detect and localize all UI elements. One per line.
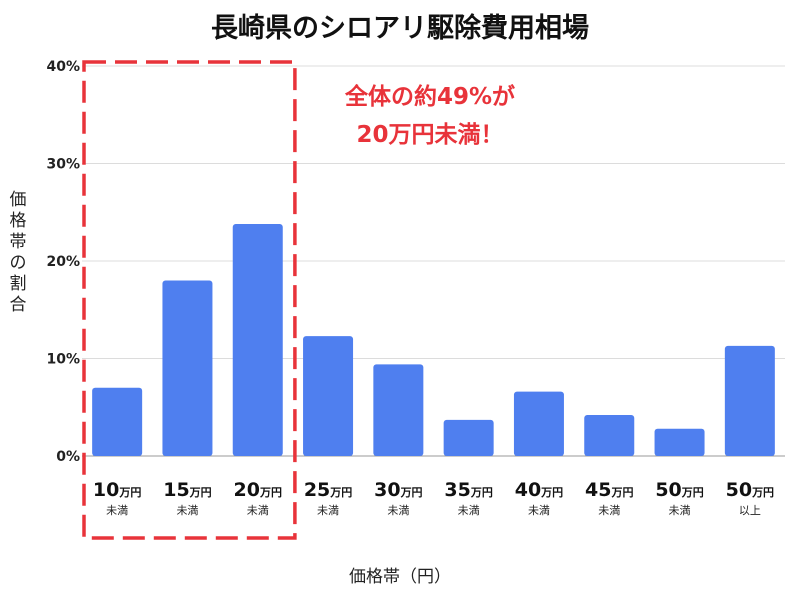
x-tick-label: 45万円 <box>585 479 633 501</box>
x-tick-label: 20万円 <box>234 479 282 501</box>
x-tick-label: 50万円 <box>726 479 774 501</box>
bar <box>513 391 564 456</box>
y-tick-label: 20% <box>46 254 80 270</box>
x-tick-sublabel: 未満 <box>317 504 339 517</box>
callout-line-2: 20万円未満！ <box>356 122 504 148</box>
callout-line-1: 全体の約49%が <box>344 84 516 110</box>
x-tick-sublabel: 未満 <box>106 504 128 517</box>
x-tick-sublabel: 未満 <box>458 504 480 517</box>
y-tick-label: 0% <box>56 449 80 465</box>
bar <box>724 345 775 456</box>
x-tick-label: 10万円 <box>93 479 141 501</box>
x-tick-sublabel: 未満 <box>387 504 409 517</box>
bar <box>303 336 354 456</box>
highlight-box <box>82 60 297 540</box>
bar <box>443 419 494 456</box>
bar <box>162 280 213 456</box>
x-tick-sublabel: 未満 <box>528 504 550 517</box>
bar <box>654 428 705 456</box>
x-axis-label: 価格帯（円） <box>349 567 451 587</box>
x-tick-sublabel: 未満 <box>598 504 620 517</box>
y-tick-label: 10% <box>46 352 80 368</box>
y-tick-label: 40% <box>46 59 80 75</box>
x-tick-label: 40万円 <box>515 479 563 501</box>
y-tick-label: 30% <box>46 157 80 173</box>
callout-annotation: 全体の約49%が 20万円未満！ <box>300 78 560 154</box>
x-tick-label: 50万円 <box>655 479 703 501</box>
x-tick-label: 35万円 <box>444 479 492 501</box>
x-tick-label: 25万円 <box>304 479 352 501</box>
x-tick-sublabel: 未満 <box>176 504 198 517</box>
bar <box>232 223 283 456</box>
bar <box>373 364 424 456</box>
chart-title: 長崎県のシロアリ駆除費用相場 <box>211 13 589 44</box>
y-axis-label: 価格帯の割合 <box>9 190 27 315</box>
bar <box>92 387 143 456</box>
x-tick-sublabel: 以上 <box>739 504 761 517</box>
x-tick-label: 30万円 <box>374 479 422 501</box>
x-tick-sublabel: 未満 <box>669 504 691 517</box>
x-tick-label: 15万円 <box>163 479 211 501</box>
bar <box>584 415 635 456</box>
x-tick-sublabel: 未満 <box>247 504 269 517</box>
